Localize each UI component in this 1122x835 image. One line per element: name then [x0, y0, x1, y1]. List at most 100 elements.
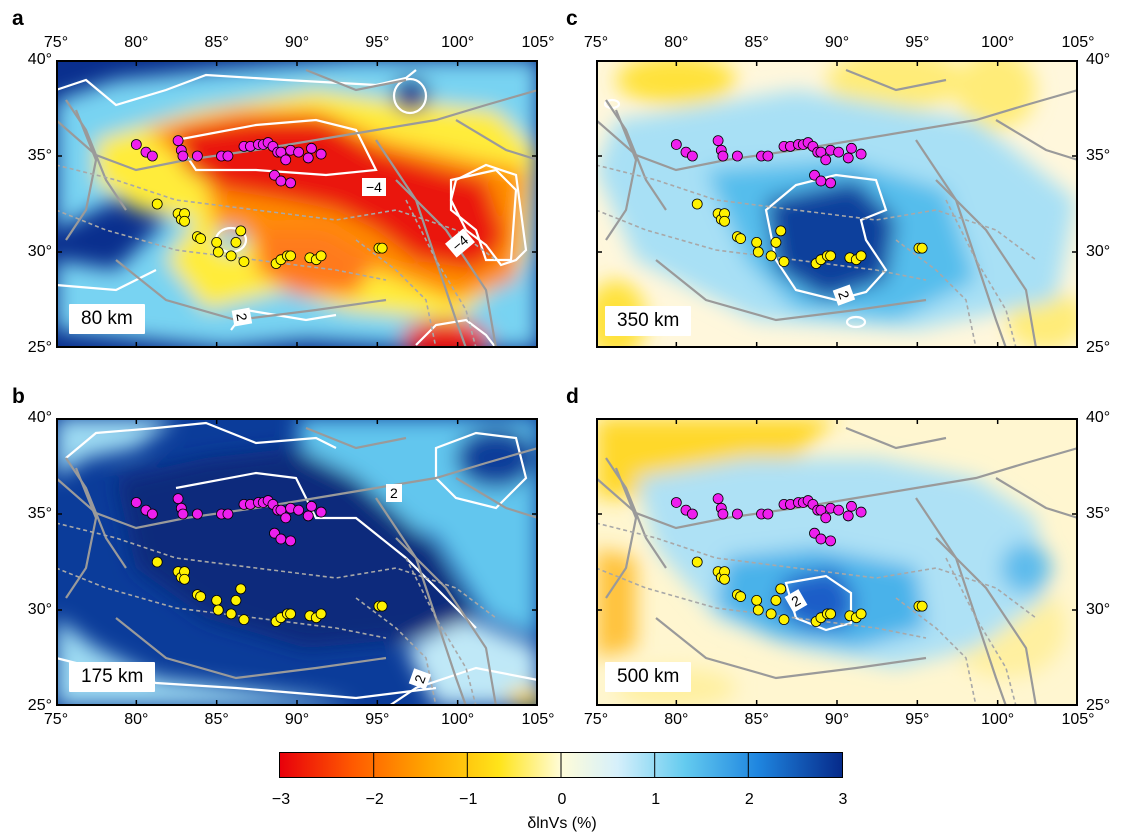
station-magenta-a-25: [285, 177, 296, 189]
station-magenta-a-22: [302, 152, 314, 164]
station-yellow-a-21: [376, 242, 388, 254]
station-magenta-c-19: [846, 142, 857, 154]
station-yellow-b-8: [212, 604, 224, 616]
station-yellow-c-6: [735, 233, 747, 244]
station-yellow-c-4: [719, 215, 730, 227]
map-panel-a: 80 km −4 −4 2: [56, 60, 538, 348]
panel-letter-b: b: [12, 385, 25, 408]
station-yellow-d-8: [752, 604, 764, 616]
station-magenta-b-5: [177, 508, 189, 520]
station-magenta-b-2: [147, 508, 158, 520]
station-magenta-a-2: [147, 150, 158, 162]
lon-tick-top-a-5: 100°: [441, 34, 475, 51]
station-magenta-c-3: [712, 135, 724, 147]
station-magenta-c-8: [762, 150, 774, 162]
station-yellow-d-10: [770, 594, 782, 606]
lon-tick-bottom-b-4: 95°: [365, 711, 390, 728]
lon-tick-top-c-6: 105°: [1061, 34, 1095, 51]
station-magenta-b-8: [222, 508, 234, 520]
station-magenta-d-6: [731, 508, 743, 520]
station-yellow-d-19: [855, 608, 867, 620]
station-magenta-c-6: [731, 150, 743, 162]
station-yellow-c-11: [775, 225, 787, 237]
lon-tick-top-c-4: 95°: [905, 34, 930, 51]
depth-label-b: 175 km: [69, 662, 156, 692]
lat-tick-right-d-1: 35°: [1086, 505, 1111, 522]
lat-tick-right-c-3: 25°: [1086, 339, 1111, 356]
station-yellow-b-9: [225, 608, 237, 620]
station-magenta-b-21: [280, 512, 292, 524]
station-magenta-b-19: [306, 500, 317, 512]
station-magenta-d-5: [717, 508, 729, 520]
station-yellow-a-6: [195, 233, 207, 244]
lon-tick-top-c-2: 85°: [744, 34, 769, 51]
station-yellow-c-19: [855, 250, 867, 262]
lat-tick-left-b-0: 40°: [27, 409, 52, 426]
station-magenta-a-5: [177, 150, 189, 162]
lon-tick-bottom-b-2: 85°: [204, 711, 229, 728]
station-yellow-a-16: [285, 250, 296, 262]
lat-tick-left-a-3: 25°: [27, 339, 52, 356]
lat-tick-left-a-2: 30°: [27, 243, 52, 260]
station-yellow-a-8: [212, 246, 224, 258]
velocity-map-c: [596, 60, 1078, 348]
station-magenta-c-18: [833, 146, 845, 158]
velocity-map-b: [56, 418, 538, 706]
station-magenta-a-24: [275, 175, 287, 187]
station-magenta-a-6: [191, 150, 203, 162]
panel-letter-d: d: [566, 385, 579, 408]
station-yellow-b-21: [376, 600, 388, 612]
station-yellow-a-0: [151, 198, 163, 210]
lon-tick-top-c-5: 100°: [981, 34, 1015, 51]
map-panel-d: 500 km 2: [596, 418, 1078, 706]
station-magenta-d-8: [762, 508, 774, 520]
station-yellow-d-4: [719, 573, 730, 585]
station-yellow-c-9: [765, 250, 777, 262]
contour-label-a3: 2: [231, 307, 253, 327]
station-yellow-d-11: [775, 583, 787, 595]
station-magenta-a-18: [293, 146, 305, 158]
depth-label-d: 500 km: [605, 662, 692, 692]
lat-tick-left-b-3: 25°: [27, 697, 52, 714]
station-yellow-a-19: [315, 250, 327, 262]
lon-tick-top-c-1: 80°: [664, 34, 689, 51]
velocity-map-d: [596, 418, 1078, 706]
station-yellow-a-10: [230, 236, 242, 248]
station-yellow-c-16: [825, 250, 836, 262]
station-yellow-d-0: [691, 556, 703, 568]
station-magenta-c-5: [717, 150, 729, 162]
station-magenta-a-3: [172, 135, 184, 147]
station-magenta-d-24: [815, 533, 827, 545]
lon-tick-bottom-b-0: 75°: [43, 711, 69, 728]
station-magenta-c-25: [825, 177, 836, 189]
station-magenta-c-0: [670, 139, 682, 150]
station-yellow-c-21: [916, 242, 928, 254]
station-magenta-b-18: [293, 504, 305, 516]
lon-tick-top-a-0: 75°: [43, 34, 69, 51]
colorbar-tick-0: −3: [271, 791, 291, 808]
lon-tick-bottom-b-1: 80°: [124, 711, 149, 728]
colorbar-tick-1: −2: [365, 791, 384, 808]
panel-letter-c: c: [566, 7, 578, 30]
station-magenta-c-24: [815, 175, 827, 187]
station-magenta-d-22: [842, 510, 854, 522]
panel-letter-a: a: [12, 7, 24, 30]
lon-tick-top-c-0: 75°: [583, 34, 609, 51]
station-magenta-b-20: [315, 506, 327, 518]
station-yellow-d-7: [751, 594, 763, 606]
station-magenta-c-21: [820, 154, 832, 166]
colorbar-tick-3: 0: [557, 791, 567, 808]
station-magenta-d-2: [687, 508, 698, 520]
lat-tick-right-d-2: 30°: [1086, 601, 1111, 618]
station-yellow-c-10: [770, 236, 782, 248]
lat-tick-right-d-0: 40°: [1086, 409, 1111, 426]
station-magenta-d-20: [855, 506, 867, 518]
map-panel-b: 175 km 2 2: [56, 418, 538, 706]
lon-tick-bottom-d-0: 75°: [583, 711, 609, 728]
station-magenta-c-20: [855, 148, 867, 160]
lon-tick-bottom-b-6: 105°: [521, 711, 555, 728]
station-magenta-a-8: [222, 150, 234, 162]
station-magenta-d-3: [712, 493, 724, 505]
station-yellow-a-11: [235, 225, 247, 237]
station-yellow-b-19: [315, 608, 327, 620]
